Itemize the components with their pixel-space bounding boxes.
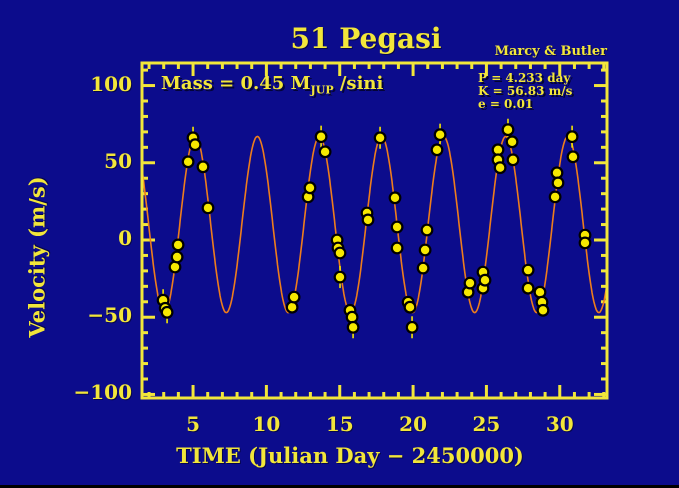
x-axis-title: TIME (Julian Day − 2450000) [176,443,524,468]
data-point [160,305,174,319]
data-point [536,303,550,317]
data-point [501,123,515,137]
data-point [361,213,375,227]
x-tick-label: 20 [399,412,427,436]
data-point [550,166,564,180]
data-point [373,131,387,145]
y-tick-label: 0 [118,225,132,250]
data-point [420,223,434,237]
data-point [533,285,547,299]
data-point [188,138,202,152]
data-point [493,161,507,175]
fit-param-line: P = 4.233 day [478,71,571,85]
data-point [346,320,360,334]
data-point [505,135,519,149]
data-point [433,128,447,142]
data-point [578,236,592,250]
y-tick-label: −50 [87,303,132,328]
plot-frame [140,61,609,400]
data-point [521,263,535,277]
x-tick-label: 25 [472,412,501,436]
x-tick-label: 5 [186,412,201,436]
bottom-edge-bar [0,485,679,488]
mass-annotation-suffix: /sini [333,73,384,94]
data-point [314,130,328,144]
data-point [201,201,215,215]
chart-title: 51 Pegasi [290,22,442,55]
data-point [506,153,520,167]
y-tick-label: −100 [73,380,132,405]
x-tick-label: 15 [325,412,354,436]
data-point [333,246,347,260]
data-point [333,270,347,284]
data-point [303,181,317,195]
data-point [430,143,444,157]
data-point [418,243,432,257]
data-point [181,155,195,169]
data-point [168,260,182,274]
y-tick-label: 100 [90,71,132,96]
data-point [170,250,184,264]
data-point [318,145,332,159]
data-point [416,261,430,275]
data-point [521,281,535,295]
data-point [390,241,404,255]
data-point [566,150,580,164]
x-tick-label: 30 [545,412,574,436]
data-point [388,191,402,205]
y-tick-label: 50 [104,148,132,173]
data-point [285,300,299,314]
fit-curve [142,135,607,314]
data-point [171,238,185,252]
fit-param-line: e = 0.01 [478,97,534,111]
mass-annotation-prefix: Mass = 0.45 M [161,73,311,94]
mass-annotation: Mass = 0.45 MJUP /sini [161,73,383,97]
data-point [403,300,417,314]
data-point [287,290,301,304]
data-point [463,276,477,290]
data-point [345,310,359,324]
data-point [390,220,404,234]
data-point [551,176,565,190]
data-point [565,130,579,144]
mass-annotation-subscript: JUP [310,83,334,97]
fit-params-annotation: P = 4.233 day K = 56.83 m/s e = 0.01 [478,72,572,111]
data-point [478,273,492,287]
data-point [405,320,419,334]
credit-label: Marcy & Butler [494,44,607,59]
fit-param-line: K = 56.83 m/s [478,84,573,98]
x-tick-label: 10 [252,412,281,436]
data-point [196,160,210,174]
data-point [548,190,562,204]
